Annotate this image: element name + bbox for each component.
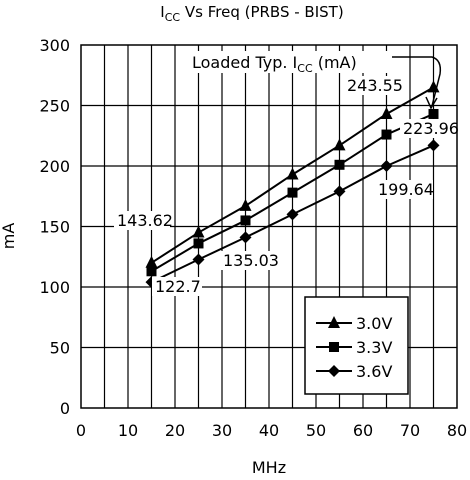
legend-marker-3.3V bbox=[329, 342, 339, 352]
data-point-3.3V bbox=[146, 266, 157, 277]
data-point-3.0V bbox=[192, 225, 205, 238]
anno-bg-3 bbox=[220, 251, 276, 270]
y-tick-label: 200 bbox=[39, 157, 70, 176]
x-tick-label: 60 bbox=[353, 421, 373, 440]
annotation-243-55: 243.55 bbox=[347, 76, 403, 95]
data-point-3.0V bbox=[333, 138, 346, 151]
data-point-3.3V bbox=[193, 238, 204, 249]
data-point-3.0V bbox=[380, 106, 393, 119]
y-tick-label: 300 bbox=[39, 36, 70, 55]
data-point-3.0V bbox=[145, 255, 158, 268]
x-tick-label: 30 bbox=[212, 421, 232, 440]
x-tick-label: 70 bbox=[400, 421, 420, 440]
data-point-3.3V bbox=[287, 187, 298, 198]
anno-bg-6 bbox=[375, 180, 433, 199]
x-tick-label: 20 bbox=[165, 421, 185, 440]
data-point-3.3V bbox=[334, 159, 345, 170]
data-point-3.6V bbox=[380, 160, 393, 172]
data-point-3.3V bbox=[240, 215, 251, 226]
data-point-3.3V bbox=[381, 129, 392, 140]
data-point-3.6V bbox=[333, 185, 346, 198]
legend-marker-3.6V bbox=[328, 365, 340, 377]
x-tick-label: 0 bbox=[76, 421, 86, 440]
anno-bg-1 bbox=[114, 211, 170, 230]
data-point-3.6V bbox=[286, 208, 299, 221]
series-layer bbox=[145, 80, 440, 289]
x-tick-label: 50 bbox=[306, 421, 326, 440]
annotation-122-7: 122.7 bbox=[155, 277, 201, 296]
loaded-typ-label: Loaded Typ. ICC (mA) bbox=[192, 53, 357, 75]
annotation-135-03: 135.03 bbox=[223, 251, 279, 270]
x-tick-label: 10 bbox=[118, 421, 138, 440]
x-axis-label: MHz bbox=[252, 458, 286, 477]
anno-bg-4 bbox=[344, 76, 402, 95]
ticks: 0 10 20 30 40 50 60 70 80 0 50 100 150 200 250 300 bbox=[39, 36, 467, 440]
y-tick-label: 0 bbox=[60, 399, 70, 418]
legend-box bbox=[304, 296, 409, 395]
legend: 3.0V 3.3V 3.6V bbox=[304, 296, 409, 395]
anno-bg-2 bbox=[152, 277, 202, 296]
loaded-label-bg bbox=[186, 51, 393, 73]
plot-frame bbox=[80, 44, 458, 409]
chart-title: ICC Vs Freq (PRBS - BIST) bbox=[160, 3, 343, 24]
legend-marker-3.0V bbox=[328, 316, 340, 328]
legend-label-3.3V: 3.3V bbox=[356, 338, 392, 357]
annotation-223-96: 223.96 bbox=[403, 119, 459, 138]
data-point-3.0V bbox=[239, 198, 252, 211]
y-tick-label: 100 bbox=[39, 278, 70, 297]
data-point-3.6V bbox=[239, 231, 252, 244]
data-point-3.0V bbox=[286, 167, 299, 180]
x-tick-label: 80 bbox=[447, 421, 467, 440]
y-axis-label: mA bbox=[0, 223, 18, 250]
data-point-3.6V bbox=[427, 139, 440, 152]
annotation-199-64: 199.64 bbox=[378, 180, 434, 199]
y-tick-label: 50 bbox=[50, 339, 70, 358]
loaded-arrow bbox=[392, 56, 442, 107]
y-tick-label: 250 bbox=[39, 97, 70, 116]
y-tick-label: 150 bbox=[39, 218, 70, 237]
data-point-3.3V bbox=[428, 108, 439, 119]
x-tick-label: 40 bbox=[259, 421, 279, 440]
annotation-143-62: 143.62 bbox=[117, 211, 173, 230]
anno-bg-5 bbox=[400, 119, 456, 138]
legend-label-3.0V: 3.0V bbox=[356, 314, 392, 333]
data-point-3.6V bbox=[192, 253, 205, 266]
legend-label-3.6V: 3.6V bbox=[356, 362, 392, 381]
loaded-arrow-head bbox=[425, 96, 438, 110]
